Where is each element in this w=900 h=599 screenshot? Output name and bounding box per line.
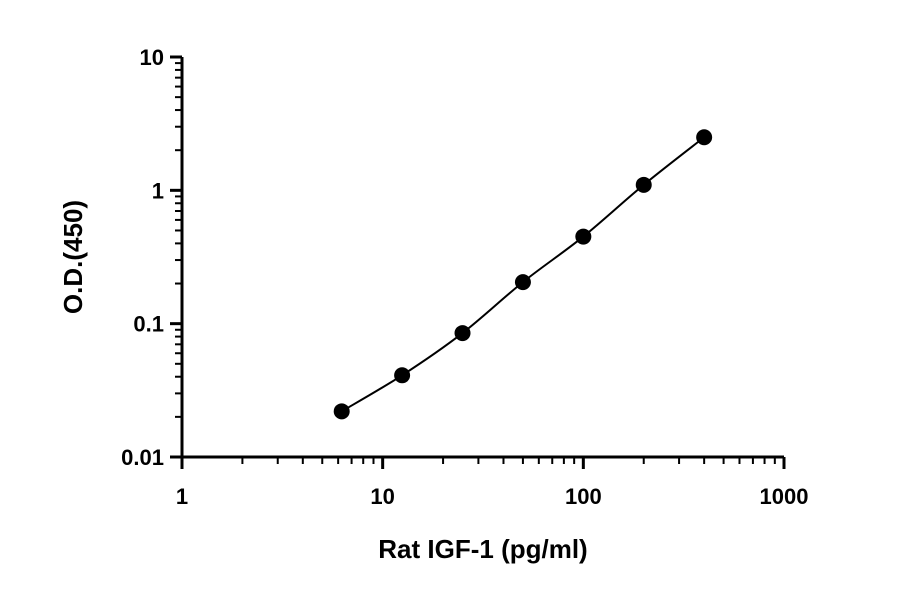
data-point (635, 176, 652, 193)
y-tick-label: 1 (152, 178, 164, 203)
y-tick-label: 0.1 (133, 312, 164, 337)
data-point (696, 129, 713, 146)
x-axis-title: Rat IGF-1 (pg/ml) (378, 534, 587, 564)
y-tick-label: 0.01 (121, 445, 164, 470)
x-tick-label: 100 (565, 484, 602, 509)
x-tick-label: 1 (176, 484, 188, 509)
data-point (575, 228, 592, 245)
x-tick-label: 10 (370, 484, 394, 509)
y-tick-label: 10 (140, 45, 164, 70)
points-layer (333, 129, 713, 420)
data-point (454, 325, 471, 342)
data-point (333, 403, 350, 420)
x-tick-label: 1000 (760, 484, 809, 509)
y-axis-title: O.D.(450) (58, 200, 88, 314)
axes-layer: 1 10 100 1000 0.01 0.1 1 10 (121, 45, 808, 509)
data-point (514, 274, 531, 291)
data-point (394, 367, 411, 384)
